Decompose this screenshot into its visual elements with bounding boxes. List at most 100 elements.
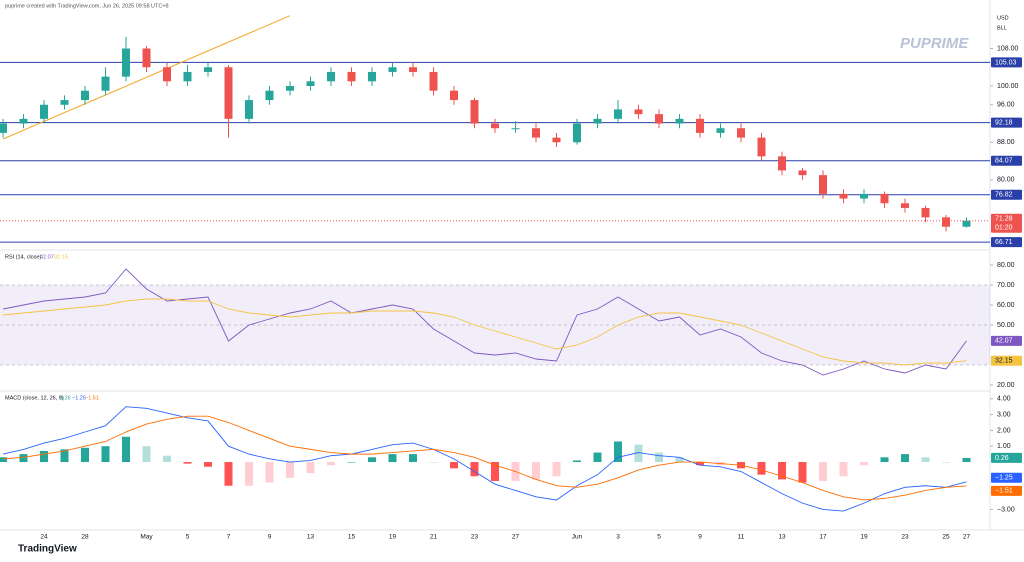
histogram-bar <box>265 462 274 483</box>
level-label-bg <box>991 155 1022 166</box>
histogram-bar <box>409 454 417 463</box>
x-tick-label: 13 <box>307 534 315 541</box>
line <box>2 406 967 512</box>
countdown-label-bg <box>991 222 1022 233</box>
candle-body <box>737 128 745 138</box>
x-tick-label: 27 <box>512 534 520 541</box>
unit: BLL <box>997 25 1007 31</box>
histogram-bar <box>757 462 766 475</box>
candle-body <box>245 100 253 119</box>
histogram-bar <box>778 462 786 480</box>
level-label: 92.18 <box>995 120 1013 127</box>
candle-body <box>716 128 725 133</box>
y-tick-label: 108.00 <box>997 45 1019 52</box>
y-tick-label: 1.00 <box>997 443 1011 450</box>
level-label-bg <box>991 189 1022 200</box>
histogram-bar <box>60 449 69 463</box>
x-tick-label: 11 <box>738 534 745 541</box>
legend-value: 42.07 <box>40 254 54 260</box>
value-label: 32.15 <box>995 358 1013 365</box>
histogram-bar <box>368 457 376 463</box>
histogram-bar <box>901 454 909 463</box>
x-tick-label: 19 <box>860 534 868 541</box>
candle-body <box>675 118 684 124</box>
candle-body <box>286 86 294 91</box>
candle-body <box>921 207 930 218</box>
value-label: −1.25 <box>995 475 1013 482</box>
y-tick-label: 80.00 <box>997 177 1015 184</box>
y-tick-label: 96.00 <box>997 102 1015 109</box>
histogram-bar <box>921 457 930 463</box>
line <box>2 415 967 501</box>
histogram-bar <box>942 462 950 463</box>
candle-body <box>101 76 110 91</box>
candle-body <box>634 109 643 115</box>
y-tick-label: −3.00 <box>997 506 1015 513</box>
histogram-bar <box>450 462 458 469</box>
value-label-bg <box>991 355 1022 366</box>
candle-body <box>532 128 540 138</box>
histogram-bar <box>163 455 171 463</box>
histogram-bar <box>101 446 110 463</box>
candle-body <box>491 123 499 129</box>
x-tick-label: 27 <box>963 534 971 541</box>
histogram-bar <box>204 462 212 467</box>
legend-value: −1.25 <box>72 395 86 401</box>
candle-body <box>819 175 827 194</box>
histogram-bar <box>347 462 356 463</box>
last-price-label-bg <box>991 213 1022 224</box>
histogram-bar <box>532 462 540 480</box>
candle-body <box>40 104 48 119</box>
footer: TradingView <box>18 544 77 555</box>
histogram-bar <box>634 444 643 463</box>
candle-body <box>60 100 69 105</box>
y-tick-label: 70.00 <box>997 282 1015 289</box>
candle-body <box>409 67 417 72</box>
level-label-bg <box>991 117 1022 128</box>
histogram-bar <box>224 462 233 486</box>
y-tick-label: 80.00 <box>997 262 1015 269</box>
x-tick-label: 25 <box>942 534 950 541</box>
candle-body <box>163 67 171 82</box>
y-tick-label: 4.00 <box>997 396 1011 403</box>
y-tick-label: 100.00 <box>997 83 1019 90</box>
candle-body <box>306 81 315 87</box>
histogram-bar <box>81 447 89 463</box>
histogram-bar <box>880 457 889 463</box>
y-tick-label: 50.00 <box>997 322 1015 329</box>
candle-body <box>347 71 356 82</box>
x-tick-label: 17 <box>819 534 827 541</box>
candle-body <box>901 203 909 208</box>
x-tick-label: 19 <box>389 534 397 541</box>
candle-body <box>511 128 520 130</box>
candle-body <box>962 220 971 227</box>
histogram-bar <box>286 462 294 478</box>
value-label-bg <box>991 335 1022 346</box>
value-label-bg <box>991 472 1022 483</box>
x-tick-label: 7 <box>227 534 231 541</box>
value-label: −1.51 <box>995 488 1013 495</box>
candle-body <box>593 118 602 124</box>
currency: USD <box>997 15 1009 21</box>
x-tick-label: 9 <box>268 534 272 541</box>
pane-title: MACD (close, 12, 26, 9) <box>5 395 64 401</box>
histogram-bar <box>614 441 622 463</box>
line <box>2 298 967 366</box>
x-tick-label: May <box>140 534 153 541</box>
level-label: 76.82 <box>995 192 1013 199</box>
candle-body <box>388 67 397 72</box>
value-label: 42.07 <box>995 338 1013 345</box>
histogram-bar <box>798 462 807 483</box>
candle-body <box>224 67 233 119</box>
x-tick-label: 15 <box>348 534 356 541</box>
candle-body <box>122 48 130 77</box>
x-tick-label: 23 <box>471 534 479 541</box>
value-label-bg <box>991 452 1022 463</box>
pane-title: RSI (14, close) <box>5 254 42 260</box>
level-label-bg <box>991 57 1022 68</box>
histogram-bar <box>696 462 704 466</box>
candle-body <box>798 170 807 176</box>
histogram-bar <box>327 462 335 466</box>
candle-body <box>839 193 848 199</box>
level-label-bg <box>991 237 1022 248</box>
